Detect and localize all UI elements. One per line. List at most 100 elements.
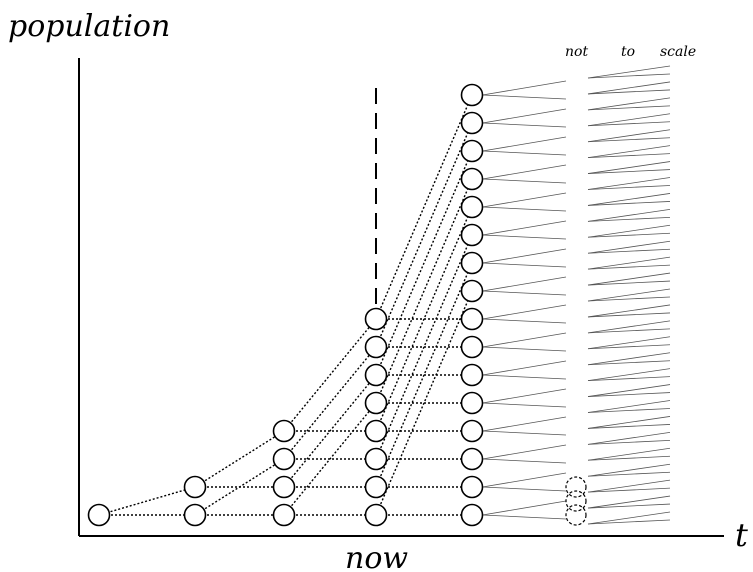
x-axis-label: t (735, 516, 748, 554)
lineage-edge (283, 346, 377, 460)
far-ray (587, 169, 671, 174)
far-ray (587, 264, 671, 270)
far-ray (587, 97, 671, 111)
fan-ray (482, 360, 567, 376)
far-ray (587, 416, 671, 429)
note-word-scale: scale (660, 44, 696, 60)
far-ray (587, 424, 671, 429)
lineage-edge (375, 150, 473, 376)
far-ray (587, 304, 671, 318)
fan-ray (482, 374, 567, 380)
lineage-edge (375, 122, 473, 348)
far-ray (587, 240, 671, 254)
population-node (460, 83, 484, 107)
population-node (183, 475, 207, 499)
far-ray (587, 503, 671, 509)
far-ray (587, 193, 671, 206)
far-ray (587, 447, 671, 461)
fan-ray (482, 290, 567, 296)
fan-ray (482, 80, 567, 96)
not-to-scale-rays (482, 65, 671, 525)
fan-ray (482, 108, 567, 124)
far-ray (587, 376, 671, 382)
population-nodes (87, 83, 587, 527)
far-ray (587, 256, 671, 270)
note-word-not: not (565, 44, 588, 60)
far-ray (587, 113, 671, 127)
far-ray (587, 73, 671, 79)
population-node (364, 391, 388, 415)
far-ray (587, 455, 671, 461)
far-ray (587, 185, 671, 190)
far-ray (587, 519, 671, 525)
population-node (460, 139, 484, 163)
population-node (364, 307, 388, 331)
fan-ray (482, 248, 567, 264)
far-ray (587, 408, 671, 413)
fan-ray (482, 430, 567, 436)
fan-ray (482, 486, 567, 492)
population-node (460, 167, 484, 191)
fan-ray (482, 500, 567, 516)
far-ray (587, 400, 671, 413)
fan-ray (482, 444, 567, 460)
far-ray (587, 368, 671, 382)
population-node (364, 363, 388, 387)
population-node (460, 335, 484, 359)
population-node (272, 503, 296, 527)
far-ray (587, 224, 671, 238)
far-ray (587, 177, 671, 190)
far-ray (587, 495, 671, 509)
lineage-edges (98, 94, 473, 516)
ghost-node (565, 504, 587, 526)
far-ray (587, 272, 671, 286)
fan-ray (482, 206, 567, 212)
far-ray (587, 216, 671, 222)
population-node (460, 475, 484, 499)
population-node (364, 419, 388, 443)
population-node (460, 447, 484, 471)
fan-ray (482, 192, 567, 208)
far-ray (587, 280, 671, 286)
lineage-edge (194, 430, 285, 488)
far-ray (587, 208, 671, 222)
population-node (87, 503, 111, 527)
far-ray (587, 336, 671, 350)
fan-ray (482, 346, 567, 352)
fan-ray (482, 416, 567, 432)
population-node (272, 419, 296, 443)
far-ray (587, 479, 671, 493)
fan-ray (482, 94, 567, 100)
far-ray (587, 201, 671, 206)
population-node (460, 419, 484, 443)
population-node (183, 503, 207, 527)
population-node (272, 475, 296, 499)
note-word-to: to (621, 44, 635, 60)
fan-ray (482, 220, 567, 236)
far-ray (587, 121, 671, 127)
fan-ray (482, 150, 567, 156)
fan-ray (482, 262, 567, 268)
population-node (460, 307, 484, 331)
far-ray (587, 232, 671, 238)
far-ray (587, 248, 671, 254)
far-ray (587, 312, 671, 318)
fan-ray (482, 178, 567, 184)
population-node (460, 195, 484, 219)
far-ray (587, 471, 671, 477)
far-ray (587, 145, 671, 159)
population-node (364, 447, 388, 471)
far-ray (587, 511, 671, 525)
far-ray (587, 487, 671, 493)
fan-ray (482, 164, 567, 180)
fan-ray (482, 136, 567, 152)
far-ray (587, 288, 671, 302)
fan-ray (482, 276, 567, 292)
population-node (460, 279, 484, 303)
far-ray (587, 296, 671, 302)
far-ray (587, 161, 671, 174)
far-ray (587, 153, 671, 159)
population-node (460, 503, 484, 527)
fan-ray (482, 514, 567, 520)
fan-ray (482, 458, 567, 464)
